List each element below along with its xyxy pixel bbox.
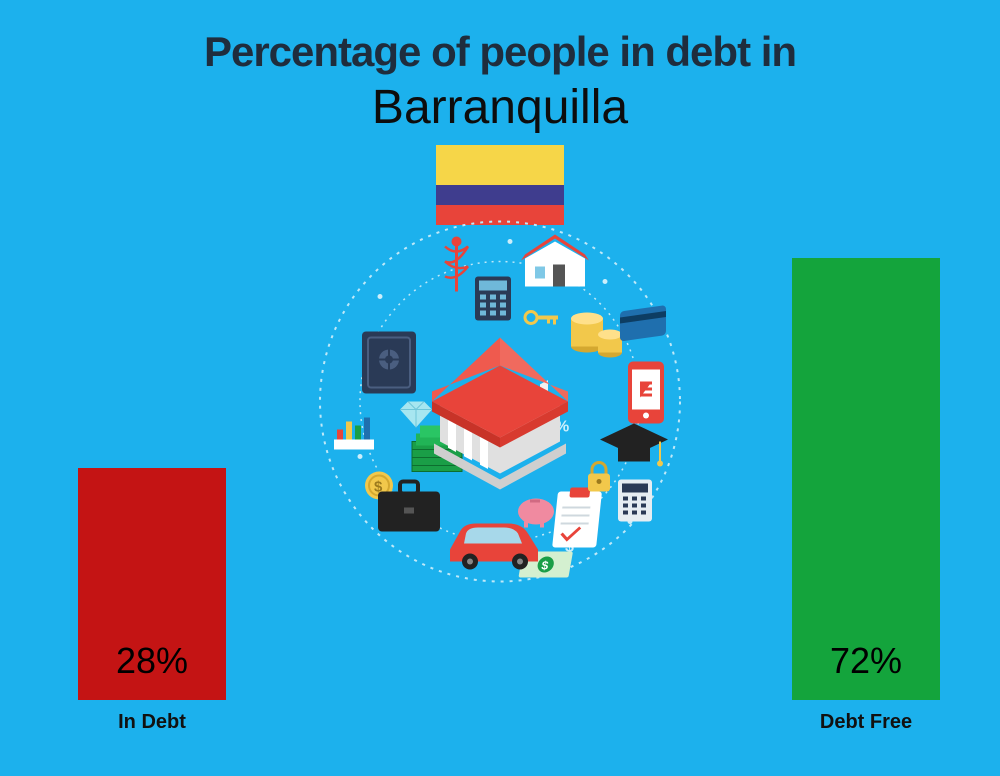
bar-in-debt-label: In Debt xyxy=(78,711,226,734)
bar-debt-free-label: Debt Free xyxy=(792,711,940,734)
center-illustration: $ % % $ % xyxy=(300,201,700,606)
finance-icons-svg: $ % % $ % xyxy=(300,201,700,601)
bar-in-debt-value: 28% xyxy=(116,640,188,700)
bar-debt-free: 72% xyxy=(792,258,940,700)
bar-in-debt: 28% xyxy=(78,468,226,700)
city-subtitle: Barranquilla xyxy=(0,80,1000,135)
bar-debt-free-value: 72% xyxy=(830,640,902,700)
flag-stripe-1 xyxy=(436,145,564,185)
page-title: Percentage of people in debt in xyxy=(0,0,1000,76)
